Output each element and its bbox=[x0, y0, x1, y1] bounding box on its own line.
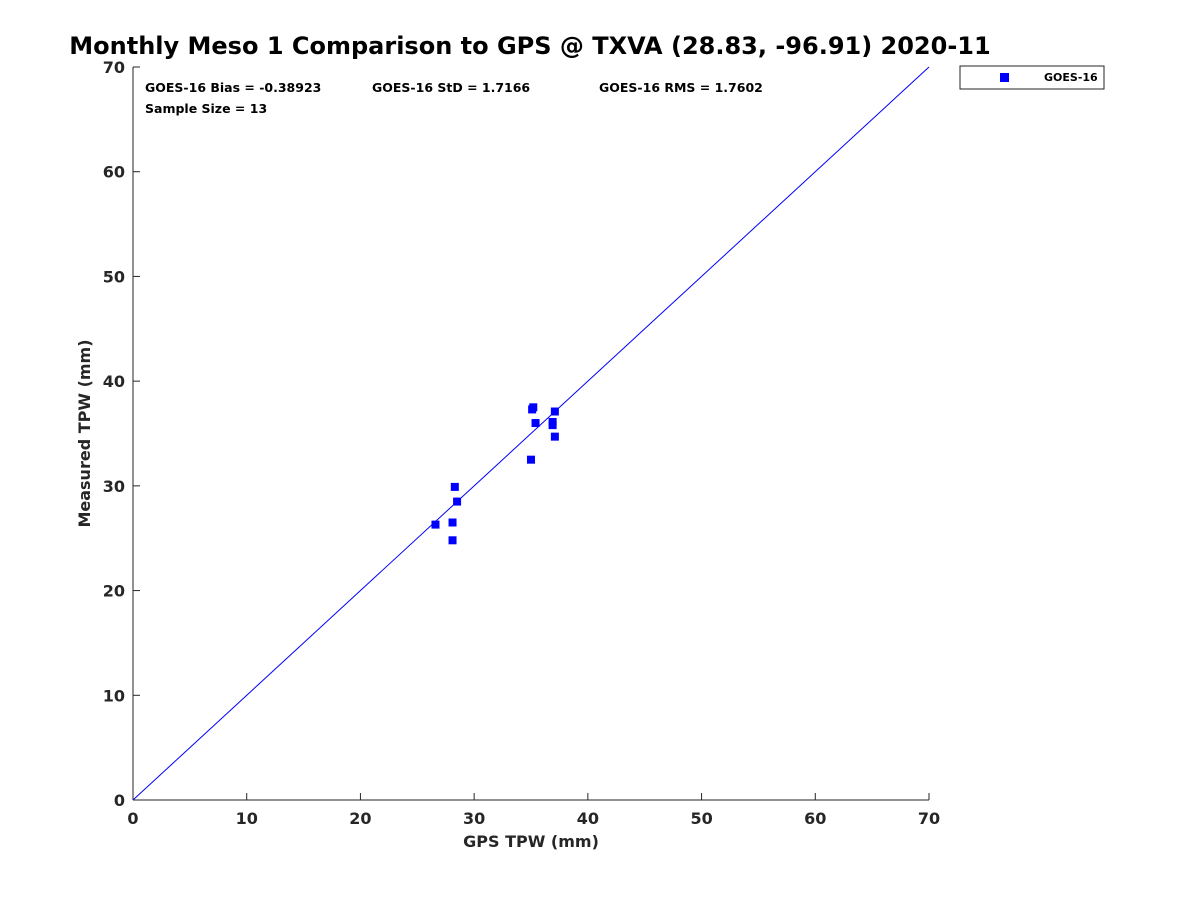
y-tick-label: 40 bbox=[103, 372, 125, 391]
x-tick-label: 40 bbox=[577, 809, 599, 828]
x-axis-label: GPS TPW (mm) bbox=[463, 832, 599, 851]
x-ticks: 0 10 20 30 40 50 60 70 bbox=[127, 793, 940, 828]
data-point bbox=[448, 518, 457, 527]
data-point bbox=[548, 417, 557, 426]
y-ticks: 0 10 20 30 40 50 60 70 bbox=[103, 58, 140, 810]
rms-annotation: GOES-16 RMS = 1.7602 bbox=[599, 80, 763, 95]
x-tick-label: 50 bbox=[690, 809, 712, 828]
x-tick-label: 60 bbox=[804, 809, 826, 828]
x-tick-label: 70 bbox=[918, 809, 940, 828]
data-point bbox=[450, 482, 459, 491]
axes: 0 10 20 30 40 50 60 70 0 10 20 30 40 50 60 70 bbox=[103, 58, 940, 828]
data-point bbox=[453, 497, 462, 506]
y-tick-label: 0 bbox=[114, 791, 125, 810]
data-point bbox=[527, 455, 535, 464]
x-tick-label: 10 bbox=[236, 809, 258, 828]
data-point bbox=[448, 536, 457, 545]
one-to-one-line bbox=[132, 66, 930, 801]
data-point bbox=[531, 419, 540, 428]
sample-size-annotation: Sample Size = 13 bbox=[145, 101, 267, 116]
data-point bbox=[529, 403, 538, 412]
y-tick-label: 60 bbox=[103, 163, 125, 182]
y-tick-label: 50 bbox=[103, 267, 125, 286]
y-tick-label: 70 bbox=[103, 58, 125, 77]
y-axis-label: Measured TPW (mm) bbox=[75, 339, 94, 527]
x-tick-label: 30 bbox=[463, 809, 485, 828]
legend-marker bbox=[1000, 73, 1009, 82]
legend-box bbox=[959, 65, 1105, 90]
bias-annotation: GOES-16 Bias = -0.38923 bbox=[145, 80, 321, 95]
legend-label: GOES-16 bbox=[1044, 71, 1098, 84]
chart-title: Monthly Meso 1 Comparison to GPS @ TXVA … bbox=[69, 32, 990, 60]
y-tick-label: 10 bbox=[103, 686, 125, 705]
data-points bbox=[431, 403, 559, 545]
data-point bbox=[550, 432, 559, 441]
y-tick-label: 30 bbox=[103, 477, 125, 496]
legend: GOES-16 bbox=[959, 65, 1105, 90]
data-point bbox=[431, 520, 440, 529]
x-tick-label: 20 bbox=[349, 809, 371, 828]
x-tick-label: 0 bbox=[127, 809, 138, 828]
data-point bbox=[550, 407, 559, 416]
y-tick-label: 20 bbox=[103, 582, 125, 601]
std-annotation: GOES-16 StD = 1.7166 bbox=[372, 80, 530, 95]
